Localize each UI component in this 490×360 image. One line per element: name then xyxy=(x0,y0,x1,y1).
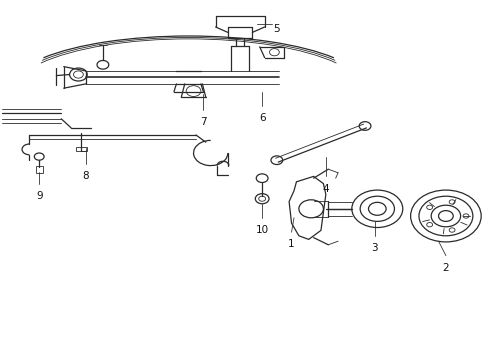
Text: 3: 3 xyxy=(371,243,378,253)
Text: 5: 5 xyxy=(273,24,280,35)
Text: 8: 8 xyxy=(82,171,89,181)
Text: 7: 7 xyxy=(200,117,207,127)
Text: 10: 10 xyxy=(256,225,269,235)
Text: 1: 1 xyxy=(288,239,295,249)
Text: 6: 6 xyxy=(259,113,266,123)
Text: 2: 2 xyxy=(442,263,449,273)
Text: 9: 9 xyxy=(36,191,43,201)
Text: 4: 4 xyxy=(322,184,329,194)
Bar xyxy=(36,166,43,173)
Bar xyxy=(76,147,87,151)
